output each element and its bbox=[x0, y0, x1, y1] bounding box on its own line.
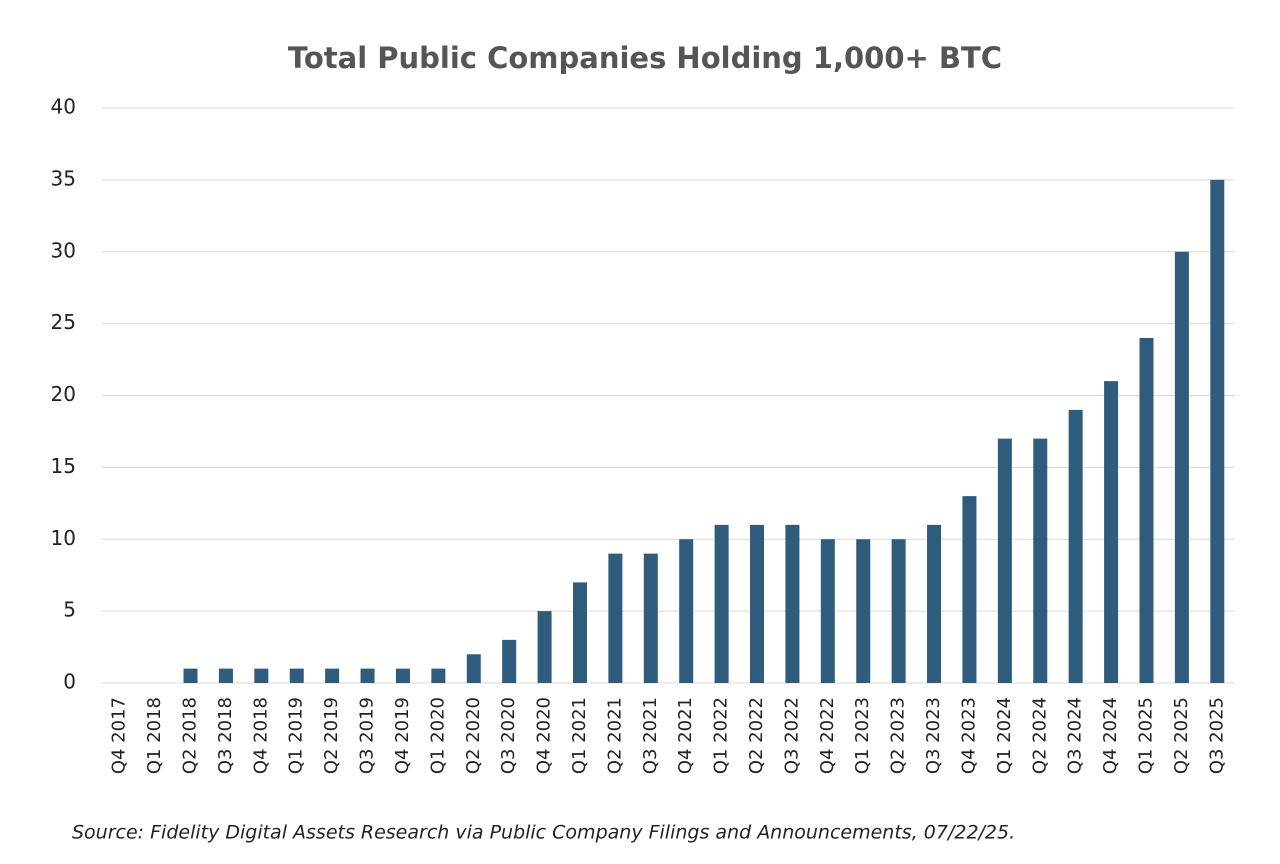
x-tick-label: Q2 2023 bbox=[888, 697, 909, 774]
bar bbox=[360, 668, 375, 683]
x-tick-label: Q4 2020 bbox=[534, 697, 555, 774]
x-tick-label: Q4 2022 bbox=[817, 697, 838, 774]
bar bbox=[997, 438, 1012, 683]
x-tick-label: Q4 2023 bbox=[958, 697, 979, 774]
x-tick-label: Q3 2021 bbox=[640, 697, 661, 774]
bar bbox=[289, 668, 304, 683]
x-tick-label: Q2 2018 bbox=[180, 697, 201, 774]
x-tick-label: Q1 2024 bbox=[994, 697, 1015, 774]
y-tick-label: 5 bbox=[63, 598, 76, 622]
bar bbox=[183, 668, 198, 683]
x-tick-label: Q3 2020 bbox=[498, 697, 519, 774]
bar bbox=[431, 668, 446, 683]
bar bbox=[785, 524, 800, 683]
x-tick-label: Q2 2025 bbox=[1171, 697, 1192, 774]
y-tick-label: 10 bbox=[51, 526, 76, 550]
y-tick-label: 25 bbox=[51, 310, 76, 334]
x-tick-label: Q2 2019 bbox=[321, 697, 342, 774]
bar bbox=[820, 539, 835, 683]
bar bbox=[1104, 381, 1119, 683]
bar bbox=[1139, 338, 1154, 683]
x-tick-label: Q2 2021 bbox=[604, 697, 625, 774]
x-tick-label: Q1 2025 bbox=[1135, 697, 1156, 774]
x-tick-label: Q1 2018 bbox=[144, 697, 165, 774]
bar bbox=[218, 668, 233, 683]
y-tick-label: 15 bbox=[51, 454, 76, 478]
bar bbox=[927, 524, 942, 683]
x-tick-label: Q3 2024 bbox=[1065, 697, 1086, 774]
bar bbox=[608, 553, 623, 683]
bar bbox=[750, 524, 765, 683]
bar bbox=[643, 553, 658, 683]
bar bbox=[962, 496, 977, 683]
bar bbox=[1068, 409, 1083, 683]
x-tick-label: Q1 2023 bbox=[852, 697, 873, 774]
bar bbox=[572, 582, 587, 683]
y-tick-label: 20 bbox=[51, 382, 76, 406]
source-note: Source: Fidelity Digital Assets Research… bbox=[72, 822, 1015, 844]
x-tick-label: Q4 2024 bbox=[1100, 697, 1121, 774]
bar bbox=[395, 668, 410, 683]
x-tick-label: Q3 2019 bbox=[357, 697, 378, 774]
x-tick-label: Q4 2019 bbox=[392, 697, 413, 774]
bar bbox=[891, 539, 906, 683]
y-tick-label: 0 bbox=[63, 670, 76, 694]
x-tick-label: Q4 2021 bbox=[675, 697, 696, 774]
x-tick-label: Q2 2022 bbox=[746, 697, 767, 774]
bar bbox=[1033, 438, 1048, 683]
x-tick-label: Q2 2024 bbox=[1029, 697, 1050, 774]
x-tick-label: Q3 2023 bbox=[923, 697, 944, 774]
bar bbox=[1210, 179, 1225, 683]
x-tick-label: Q4 2018 bbox=[250, 697, 271, 774]
x-tick-label: Q1 2022 bbox=[711, 697, 732, 774]
x-tick-label: Q2 2020 bbox=[463, 697, 484, 774]
bar bbox=[502, 639, 517, 683]
x-tick-label: Q4 2017 bbox=[109, 697, 130, 774]
bar bbox=[714, 524, 729, 683]
bar bbox=[537, 611, 552, 683]
bar bbox=[679, 539, 694, 683]
x-tick-label: Q3 2018 bbox=[215, 697, 236, 774]
y-tick-label: 40 bbox=[51, 95, 76, 119]
x-tick-label: Q3 2025 bbox=[1206, 697, 1227, 774]
bar bbox=[856, 539, 871, 683]
bar bbox=[1174, 251, 1189, 683]
y-tick-label: 35 bbox=[51, 166, 76, 190]
x-tick-label: Q3 2022 bbox=[781, 697, 802, 774]
bar bbox=[254, 668, 269, 683]
chart-title: Total Public Companies Holding 1,000+ BT… bbox=[288, 41, 1002, 75]
y-tick-label: 30 bbox=[51, 238, 76, 262]
bar bbox=[325, 668, 340, 683]
x-tick-label: Q1 2021 bbox=[569, 697, 590, 774]
bar bbox=[466, 654, 481, 683]
x-tick-label: Q1 2020 bbox=[427, 697, 448, 774]
x-tick-label: Q1 2019 bbox=[286, 697, 307, 774]
